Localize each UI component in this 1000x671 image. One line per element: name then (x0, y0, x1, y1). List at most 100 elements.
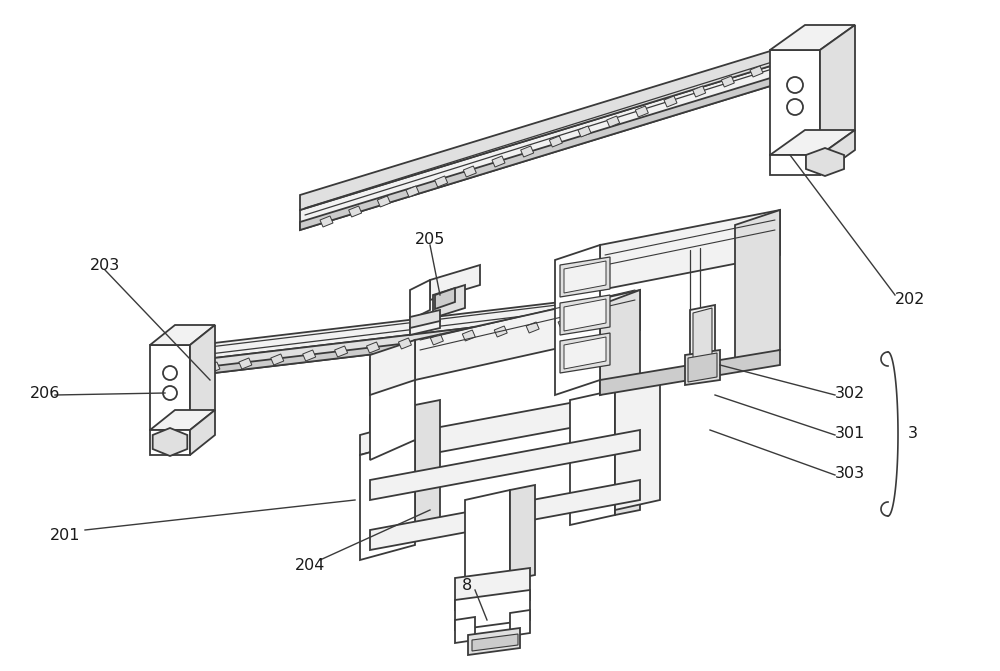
Polygon shape (465, 490, 510, 590)
Text: 203: 203 (90, 258, 120, 272)
Polygon shape (820, 130, 855, 175)
Polygon shape (433, 285, 465, 318)
Polygon shape (472, 634, 518, 651)
Circle shape (787, 77, 803, 93)
Text: 206: 206 (30, 386, 60, 401)
Polygon shape (600, 210, 780, 290)
Polygon shape (463, 166, 476, 177)
Polygon shape (150, 345, 190, 430)
Polygon shape (406, 186, 419, 197)
Polygon shape (320, 216, 333, 227)
Polygon shape (693, 308, 712, 361)
Polygon shape (410, 280, 430, 320)
Polygon shape (300, 60, 790, 230)
Polygon shape (150, 430, 190, 455)
Polygon shape (564, 337, 606, 369)
Polygon shape (510, 610, 530, 636)
Polygon shape (455, 568, 530, 610)
Polygon shape (600, 290, 640, 395)
Polygon shape (377, 196, 390, 207)
Polygon shape (607, 116, 620, 127)
Polygon shape (578, 126, 591, 137)
Polygon shape (367, 342, 380, 353)
Polygon shape (153, 428, 187, 456)
Polygon shape (370, 480, 640, 550)
Text: 301: 301 (835, 425, 865, 440)
Polygon shape (271, 354, 284, 365)
Polygon shape (521, 146, 534, 157)
Polygon shape (526, 322, 539, 333)
Polygon shape (150, 410, 215, 430)
Polygon shape (370, 390, 640, 465)
Polygon shape (615, 385, 640, 515)
Polygon shape (664, 96, 677, 107)
Polygon shape (685, 350, 720, 385)
Text: 302: 302 (835, 386, 865, 401)
Text: 204: 204 (295, 558, 325, 572)
Polygon shape (410, 310, 440, 328)
Polygon shape (770, 155, 820, 175)
Polygon shape (303, 350, 316, 361)
Text: 3: 3 (908, 427, 918, 442)
Polygon shape (560, 257, 610, 297)
Polygon shape (590, 314, 603, 325)
Polygon shape (721, 76, 734, 87)
Polygon shape (820, 25, 855, 155)
Circle shape (163, 386, 177, 400)
Polygon shape (410, 320, 440, 335)
Polygon shape (175, 366, 188, 377)
Polygon shape (492, 156, 505, 167)
Polygon shape (558, 318, 571, 329)
Polygon shape (349, 206, 362, 217)
Polygon shape (735, 210, 780, 365)
Text: 303: 303 (835, 466, 865, 480)
Polygon shape (462, 330, 475, 341)
Circle shape (787, 99, 803, 115)
Polygon shape (510, 485, 535, 580)
Polygon shape (615, 380, 660, 510)
Polygon shape (770, 130, 855, 155)
Polygon shape (360, 420, 415, 455)
Polygon shape (190, 325, 215, 430)
Polygon shape (770, 50, 820, 155)
Polygon shape (549, 136, 562, 147)
Polygon shape (360, 440, 415, 560)
Polygon shape (155, 295, 620, 365)
Polygon shape (455, 590, 530, 630)
Polygon shape (150, 325, 215, 345)
Polygon shape (300, 72, 790, 230)
Polygon shape (435, 288, 455, 309)
Polygon shape (468, 628, 520, 655)
Polygon shape (693, 86, 706, 97)
Polygon shape (564, 261, 606, 293)
Polygon shape (560, 295, 610, 335)
Polygon shape (570, 390, 615, 525)
Polygon shape (190, 410, 215, 455)
Polygon shape (555, 245, 600, 395)
Polygon shape (207, 362, 220, 373)
Polygon shape (335, 346, 348, 357)
Polygon shape (750, 66, 763, 77)
Polygon shape (415, 290, 640, 380)
Polygon shape (688, 353, 717, 382)
Polygon shape (370, 340, 415, 460)
Polygon shape (770, 25, 855, 50)
Polygon shape (690, 305, 715, 365)
Polygon shape (415, 400, 440, 530)
Polygon shape (600, 350, 780, 395)
Text: 201: 201 (50, 527, 80, 542)
Polygon shape (806, 148, 844, 176)
Text: 202: 202 (895, 293, 925, 307)
Polygon shape (370, 405, 415, 540)
Polygon shape (455, 617, 475, 643)
Polygon shape (370, 340, 415, 395)
Polygon shape (435, 176, 448, 187)
Polygon shape (430, 334, 443, 345)
Polygon shape (430, 265, 480, 300)
Polygon shape (635, 106, 648, 117)
Polygon shape (494, 326, 507, 337)
Circle shape (163, 366, 177, 380)
Polygon shape (155, 310, 620, 380)
Polygon shape (300, 45, 790, 210)
Text: 8: 8 (462, 578, 472, 592)
